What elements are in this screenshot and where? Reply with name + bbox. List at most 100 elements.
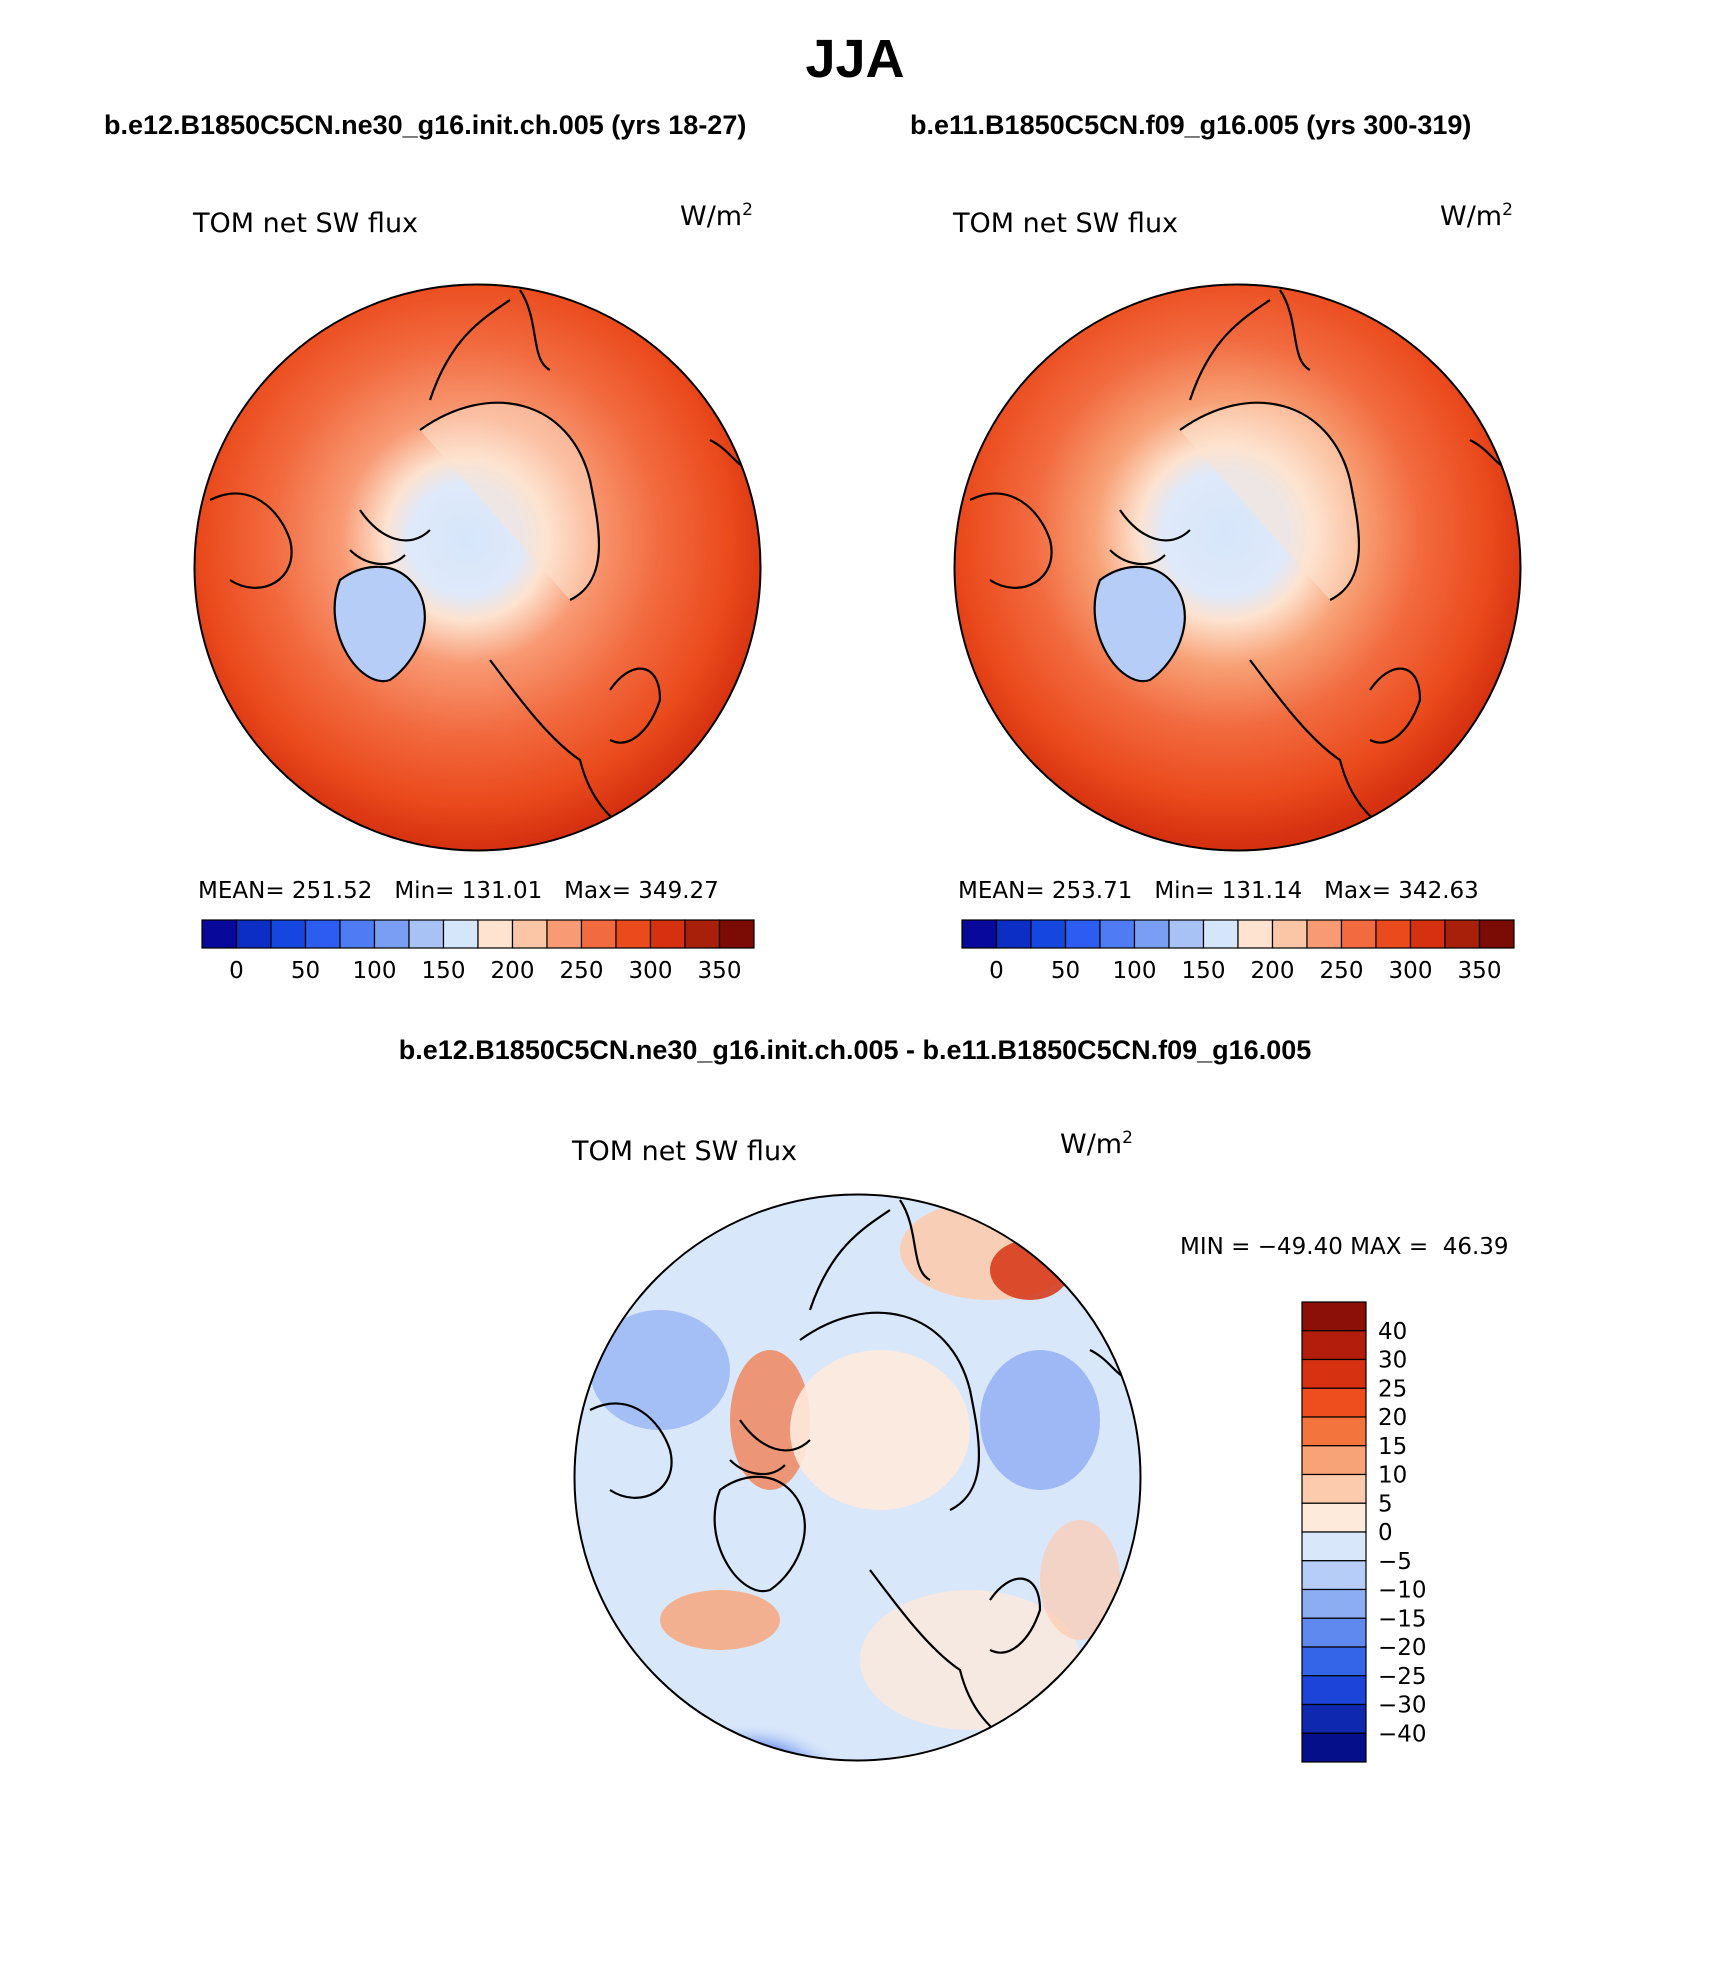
panel1-min-label: Min=	[394, 878, 455, 904]
panel2-colorbar-tick-label: 100	[1113, 958, 1157, 984]
panel1-colorbar-swatch	[615, 919, 652, 949]
diff-colorbar-tick-label: −15	[1378, 1606, 1427, 1632]
panel2-colorbar-swatch	[1375, 919, 1412, 949]
panel1-colorbar-tick-label: 50	[291, 958, 320, 984]
panel2-units: W/m2	[1440, 200, 1513, 232]
panel1-colorbar-tick-label: 0	[229, 958, 244, 984]
diff-colorbar-tick-label: 30	[1378, 1348, 1407, 1374]
diff-colorbar-tick-label: 40	[1378, 1319, 1407, 1345]
panel1-max-label: Max=	[564, 878, 631, 904]
panel1-colorbar-swatch	[684, 919, 721, 949]
panel1-colorbar-tick-label: 350	[698, 958, 742, 984]
diff-colorbar-swatch	[1301, 1387, 1367, 1418]
panel2-max-label: Max=	[1324, 878, 1391, 904]
diff-colorbar-swatch	[1301, 1531, 1367, 1562]
diff-colorbar-swatch	[1301, 1646, 1367, 1677]
panel1-colorbar-tick-label: 300	[629, 958, 673, 984]
diff-field-label: TOM net SW flux	[572, 1136, 798, 1167]
panel1-colorbar-swatch	[270, 919, 307, 949]
panel2-colorbar-swatch	[1444, 919, 1481, 949]
diff-max: 46.39	[1442, 1234, 1509, 1260]
diff-colorbar-tick-label: −40	[1378, 1721, 1427, 1747]
panel1-stats: MEAN= 251.52 Min= 131.01 Max= 349.27	[198, 878, 719, 904]
panel2-mean: 253.71	[1051, 878, 1133, 904]
diff-colorbar-tick-label: 25	[1378, 1376, 1407, 1402]
diff-polar-map	[573, 1193, 1142, 1762]
diff-stats: MIN = −49.40 MAX = 46.39	[1180, 1234, 1509, 1260]
panel1-colorbar-swatch	[477, 919, 514, 949]
panel2-mean-label: MEAN=	[958, 878, 1045, 904]
diff-colorbar-swatch	[1301, 1416, 1367, 1447]
panel2-colorbar-tick-label: 200	[1251, 958, 1295, 984]
panel1-colorbar-tick-label: 250	[560, 958, 604, 984]
panel1-colorbar-swatch	[304, 919, 341, 949]
diff-colorbar-swatch	[1301, 1588, 1367, 1619]
panel2-colorbar-swatch	[1478, 919, 1515, 949]
panel2-colorbar-swatch	[1064, 919, 1101, 949]
diff-colorbar-tick-label: 20	[1378, 1405, 1407, 1431]
panel2-colorbar: 0 50 100 150 200 250 300 350	[961, 919, 1515, 984]
diff-min: −49.40	[1257, 1234, 1343, 1260]
panel1-colorbar-swatch	[408, 919, 445, 949]
panel2-colorbar-swatch	[1099, 919, 1136, 949]
panel1-max: 349.27	[638, 878, 719, 904]
panel2-colorbar-swatch	[1133, 919, 1170, 949]
panel2-colorbar-tick-label: 300	[1389, 958, 1433, 984]
panel1-colorbar-swatch	[235, 919, 272, 949]
panel1-colorbar-tick-label: 150	[422, 958, 466, 984]
diff-colorbar-tick-label: −5	[1378, 1549, 1412, 1575]
panel2-field-fill	[954, 284, 1521, 851]
panel2-colorbar-swatch	[1271, 919, 1308, 949]
diff-colorbar-swatch	[1301, 1301, 1367, 1332]
panel1-colorbar-swatch	[649, 919, 686, 949]
panel1-colorbar-tick-label: 200	[491, 958, 535, 984]
panel2-coastlines	[969, 289, 1511, 841]
diff-colorbar-swatch	[1301, 1703, 1367, 1734]
panel1-colorbar-swatch	[201, 919, 238, 949]
diff-colorbar-swatch	[1301, 1617, 1367, 1648]
panel2-colorbar-swatch	[1340, 919, 1377, 949]
panel1-min: 131.01	[461, 878, 543, 904]
diff-colorbar-swatch	[1301, 1330, 1367, 1361]
panel1-units: W/m2	[680, 200, 753, 232]
diff-colorbar-swatch	[1301, 1358, 1367, 1389]
panel2-polar-map	[953, 283, 1522, 852]
diff-case-title: b.e12.B1850C5CN.ne30_g16.init.ch.005 - b…	[398, 1035, 1312, 1065]
diff-map-border	[573, 1193, 1142, 1762]
diff-colorbar-tick-label: 0	[1378, 1520, 1393, 1546]
panel2-colorbar-tick-label: 250	[1320, 958, 1364, 984]
diff-colorbar-tick-label: 5	[1378, 1491, 1393, 1517]
panel1-colorbar-swatch	[546, 919, 583, 949]
diff-max-label: MAX =	[1350, 1234, 1429, 1260]
diff-colorbar-tick-label: −25	[1378, 1664, 1427, 1690]
panel2-colorbar-swatch	[1202, 919, 1239, 949]
diff-colorbar-tick-label: −30	[1378, 1693, 1427, 1719]
panel2-colorbar-swatch	[961, 919, 998, 949]
diff-units: W/m2	[1060, 1128, 1133, 1160]
panel1-colorbar-swatch	[373, 919, 410, 949]
panel2-colorbar-tick-label: 350	[1458, 958, 1502, 984]
panel1-colorbar-swatch	[339, 919, 376, 949]
panel1-polar-map	[193, 283, 762, 852]
panel1-map-border	[193, 283, 762, 852]
panel1-mean: 251.52	[291, 878, 373, 904]
diff-colorbar-swatch	[1301, 1473, 1367, 1504]
diff-colorbar-tick-label: 10	[1378, 1463, 1407, 1489]
diff-colorbar-swatch	[1301, 1732, 1367, 1763]
panel2-field-label: TOM net SW flux	[953, 208, 1179, 239]
panel1-case-title: b.e12.B1850C5CN.ne30_g16.init.ch.005 (yr…	[104, 110, 747, 140]
panel2-case-title: b.e11.B1850C5CN.f09_g16.005 (yrs 300-319…	[910, 110, 1472, 140]
panel1-field-fill	[194, 284, 761, 851]
panel2-colorbar-tick-label: 50	[1051, 958, 1080, 984]
panel2-colorbar-swatch	[1306, 919, 1343, 949]
panel1-coastlines	[209, 289, 751, 841]
panel2-colorbar-swatch	[995, 919, 1032, 949]
panel2-stats: MEAN= 253.71 Min= 131.14 Max= 342.63	[958, 878, 1479, 904]
panel1-colorbar: 0 50 100 150 200 250 300 350	[201, 919, 755, 984]
panel1-colorbar-swatch	[718, 919, 755, 949]
diff-colorbar-swatch	[1301, 1445, 1367, 1476]
panel1-colorbar-swatch	[511, 919, 548, 949]
panel2-colorbar-tick-label: 150	[1182, 958, 1226, 984]
panel1-colorbar-swatch	[442, 919, 479, 949]
